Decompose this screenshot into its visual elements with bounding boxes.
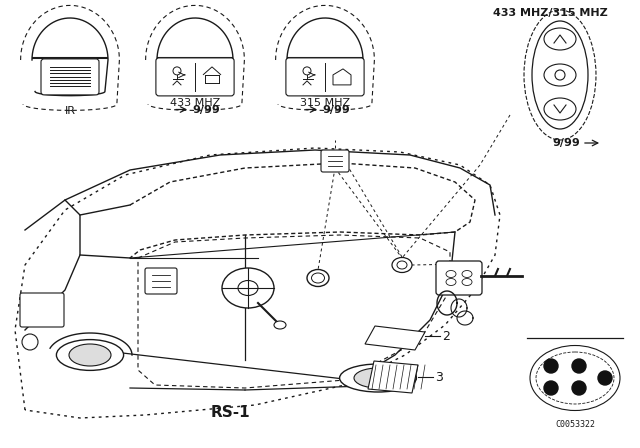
Text: RS-1: RS-1 — [210, 405, 250, 420]
Circle shape — [22, 334, 38, 350]
Ellipse shape — [397, 261, 407, 269]
Circle shape — [303, 67, 311, 75]
FancyBboxPatch shape — [20, 293, 64, 327]
Ellipse shape — [69, 344, 111, 366]
Ellipse shape — [222, 268, 274, 308]
Polygon shape — [368, 361, 418, 393]
Ellipse shape — [446, 271, 456, 277]
Ellipse shape — [530, 345, 620, 410]
Circle shape — [544, 359, 558, 373]
Text: 3: 3 — [435, 370, 443, 383]
Ellipse shape — [392, 258, 412, 272]
FancyBboxPatch shape — [436, 261, 482, 295]
Text: 315 MHZ: 315 MHZ — [300, 98, 350, 108]
Circle shape — [572, 359, 586, 373]
Ellipse shape — [446, 279, 456, 285]
Ellipse shape — [536, 352, 614, 404]
Circle shape — [598, 371, 612, 385]
Text: C0053322: C0053322 — [555, 420, 595, 429]
Text: IR: IR — [65, 105, 76, 116]
Ellipse shape — [354, 368, 402, 388]
FancyBboxPatch shape — [145, 268, 177, 294]
Ellipse shape — [544, 98, 576, 120]
Polygon shape — [365, 326, 425, 350]
FancyBboxPatch shape — [41, 59, 99, 95]
Ellipse shape — [524, 10, 596, 140]
Ellipse shape — [238, 280, 258, 296]
Text: 433 MHZ: 433 MHZ — [170, 98, 220, 108]
Circle shape — [173, 67, 181, 75]
Ellipse shape — [56, 340, 124, 370]
FancyBboxPatch shape — [321, 150, 349, 172]
Text: 9/99: 9/99 — [192, 104, 220, 115]
Text: 433 MHZ/315 MHZ: 433 MHZ/315 MHZ — [493, 8, 607, 18]
Polygon shape — [333, 69, 351, 85]
Circle shape — [555, 70, 565, 80]
Text: 9/99: 9/99 — [552, 138, 580, 148]
Ellipse shape — [462, 271, 472, 277]
Circle shape — [544, 381, 558, 395]
Ellipse shape — [340, 364, 417, 392]
Ellipse shape — [544, 64, 576, 86]
Ellipse shape — [532, 21, 588, 129]
Circle shape — [572, 381, 586, 395]
FancyBboxPatch shape — [156, 58, 234, 96]
Ellipse shape — [312, 273, 324, 283]
Text: 2: 2 — [442, 329, 450, 343]
Ellipse shape — [274, 321, 286, 329]
FancyBboxPatch shape — [286, 58, 364, 96]
Ellipse shape — [544, 28, 576, 50]
Text: 9/99: 9/99 — [322, 104, 349, 115]
Ellipse shape — [307, 270, 329, 287]
Ellipse shape — [462, 279, 472, 285]
